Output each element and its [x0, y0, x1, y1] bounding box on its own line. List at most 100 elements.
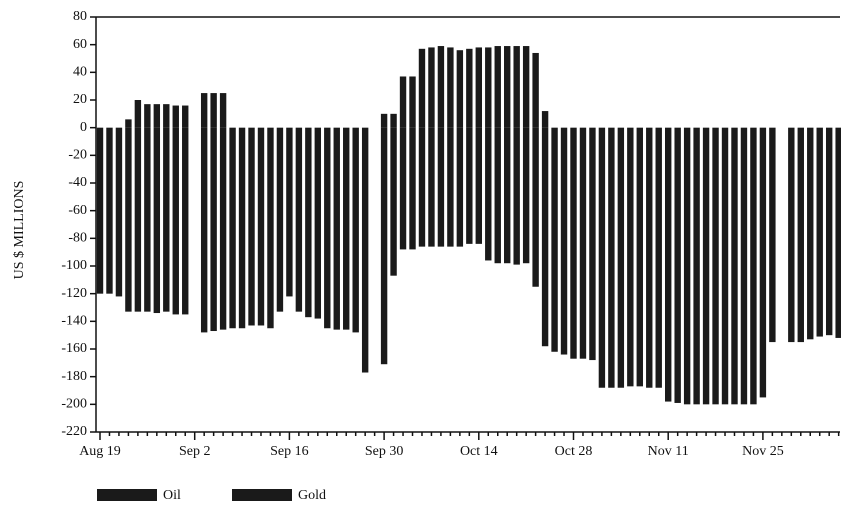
bar: [504, 46, 511, 128]
x-tick-label: Sep 16: [270, 444, 309, 459]
bar: [200, 93, 208, 128]
bar: [466, 127, 473, 244]
bar: [418, 48, 426, 128]
bar: [153, 127, 161, 314]
bar: [485, 127, 492, 261]
bar: [532, 127, 539, 287]
bar: [740, 127, 748, 405]
bar: [125, 119, 132, 128]
bar: [579, 127, 587, 359]
y-tick-label: 60: [73, 37, 87, 52]
bar: [807, 127, 814, 340]
bar: [248, 127, 255, 326]
bar: [475, 47, 482, 128]
bar: [683, 127, 691, 405]
y-tick-label: 20: [73, 92, 87, 107]
bar: [182, 127, 189, 315]
bar: [797, 127, 804, 343]
bar: [219, 93, 227, 128]
bar: [731, 127, 738, 405]
legend-swatch: [232, 489, 292, 501]
bar: [257, 127, 265, 326]
bar: [324, 127, 331, 329]
bar: [674, 127, 681, 403]
y-tick-label: -40: [68, 175, 87, 190]
bar: [286, 127, 293, 297]
x-tick-label: Nov 11: [648, 444, 689, 459]
bar: [636, 127, 643, 387]
bar: [333, 127, 340, 330]
y-tick-label: -100: [61, 258, 87, 273]
bar: [466, 48, 473, 128]
x-tick-label: Aug 19: [79, 444, 121, 459]
y-tick-label: 0: [80, 120, 87, 135]
bar: [627, 127, 634, 387]
bar: [134, 100, 142, 128]
bar: [163, 104, 170, 128]
bar: [437, 46, 445, 128]
bar: [305, 127, 312, 318]
bar: [153, 104, 161, 128]
bar: [750, 127, 757, 405]
bar: [532, 52, 539, 128]
bar: [485, 47, 492, 128]
bar: [693, 127, 700, 405]
bar: [144, 127, 151, 312]
bar: [200, 127, 208, 333]
bar: [163, 127, 170, 312]
y-tick-label: 80: [73, 9, 87, 24]
y-tick-label: -20: [68, 148, 87, 163]
bar: [759, 127, 767, 398]
bar: [825, 127, 833, 336]
bar: [447, 47, 454, 128]
bar: [494, 46, 501, 128]
bar: [551, 127, 558, 352]
bar: [399, 76, 407, 128]
bar: [134, 127, 142, 312]
x-tick-label: Oct 14: [460, 444, 498, 459]
bar: [504, 127, 511, 264]
bar: [522, 46, 530, 128]
bar: [409, 76, 416, 128]
bar: [399, 127, 407, 250]
bar: [721, 127, 729, 405]
legend-label: Gold: [298, 488, 326, 503]
y-tick-label: -140: [61, 314, 87, 329]
bar: [560, 127, 568, 355]
bar: [418, 127, 426, 247]
bar: [617, 127, 625, 388]
bar: [522, 127, 530, 264]
bar: [144, 104, 151, 128]
bar: [589, 127, 596, 361]
bar: [295, 127, 303, 312]
bar: [655, 127, 662, 388]
bar: [276, 127, 284, 312]
bar: [106, 127, 113, 294]
bar: [352, 127, 359, 333]
bar: [267, 127, 274, 329]
bar: [608, 127, 615, 388]
bar: [380, 113, 388, 128]
bar: [210, 127, 217, 332]
bar: [665, 127, 672, 402]
bar: [456, 50, 464, 128]
x-tick-label: Nov 25: [742, 444, 784, 459]
y-tick-label: -80: [68, 231, 87, 246]
y-tick-label: -160: [61, 341, 87, 356]
bar: [172, 105, 179, 128]
bar: [702, 127, 710, 405]
bar: [210, 93, 217, 128]
bar: [788, 127, 795, 343]
bar: [390, 127, 397, 276]
x-tick-label: Sep 2: [179, 444, 211, 459]
bar: [598, 127, 606, 388]
y-tick-label: -180: [61, 369, 87, 384]
x-tick-label: Sep 30: [365, 444, 404, 459]
bar: [115, 127, 123, 297]
bar: [447, 127, 454, 247]
bar: [238, 127, 246, 329]
bar: [816, 127, 823, 337]
bar: [541, 111, 549, 128]
bar: [475, 127, 482, 244]
